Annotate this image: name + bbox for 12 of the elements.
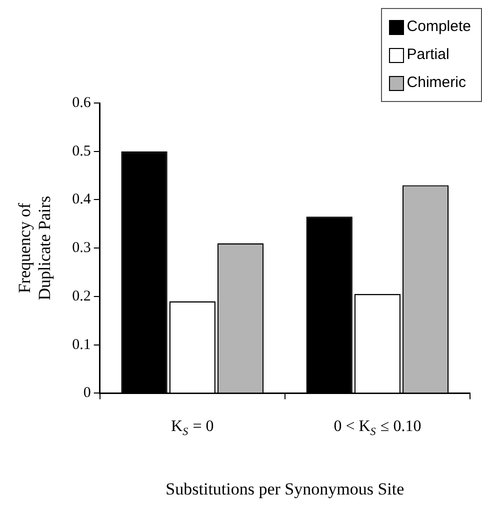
y-tick-label: 0.5 <box>72 143 91 160</box>
legend-label: Partial <box>406 45 450 65</box>
y-tick-label: 0 <box>83 385 91 402</box>
x-axis-title: Substitutions per Synonymous Site <box>166 479 404 498</box>
y-tick-label: 0.1 <box>72 336 91 353</box>
y-tick-label: 0.6 <box>72 94 92 111</box>
y-axis-title: Frequency of Duplicate Pairs <box>15 196 54 300</box>
y-tick-label: 0.2 <box>72 288 91 304</box>
legend-label: Chimeric <box>406 73 466 93</box>
legend-label: Complete <box>406 17 471 37</box>
y-tick-label: 0.4 <box>72 192 92 208</box>
y-tick-label: 0.3 <box>72 240 91 256</box>
